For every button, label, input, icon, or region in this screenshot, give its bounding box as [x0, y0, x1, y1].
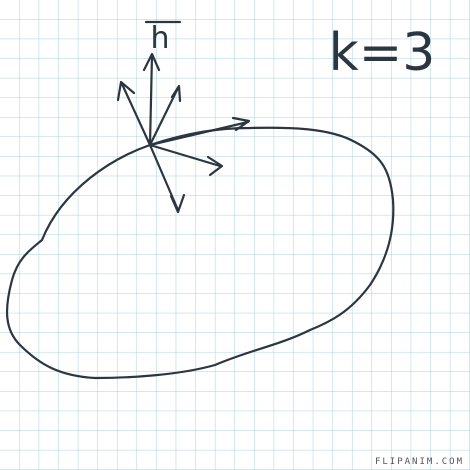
ellipse	[6, 126, 395, 380]
watermark: FLIPANIM.COM	[375, 457, 464, 467]
vector-label: h	[150, 21, 169, 56]
k-label: k=3	[329, 23, 436, 83]
vectors	[116, 20, 251, 214]
